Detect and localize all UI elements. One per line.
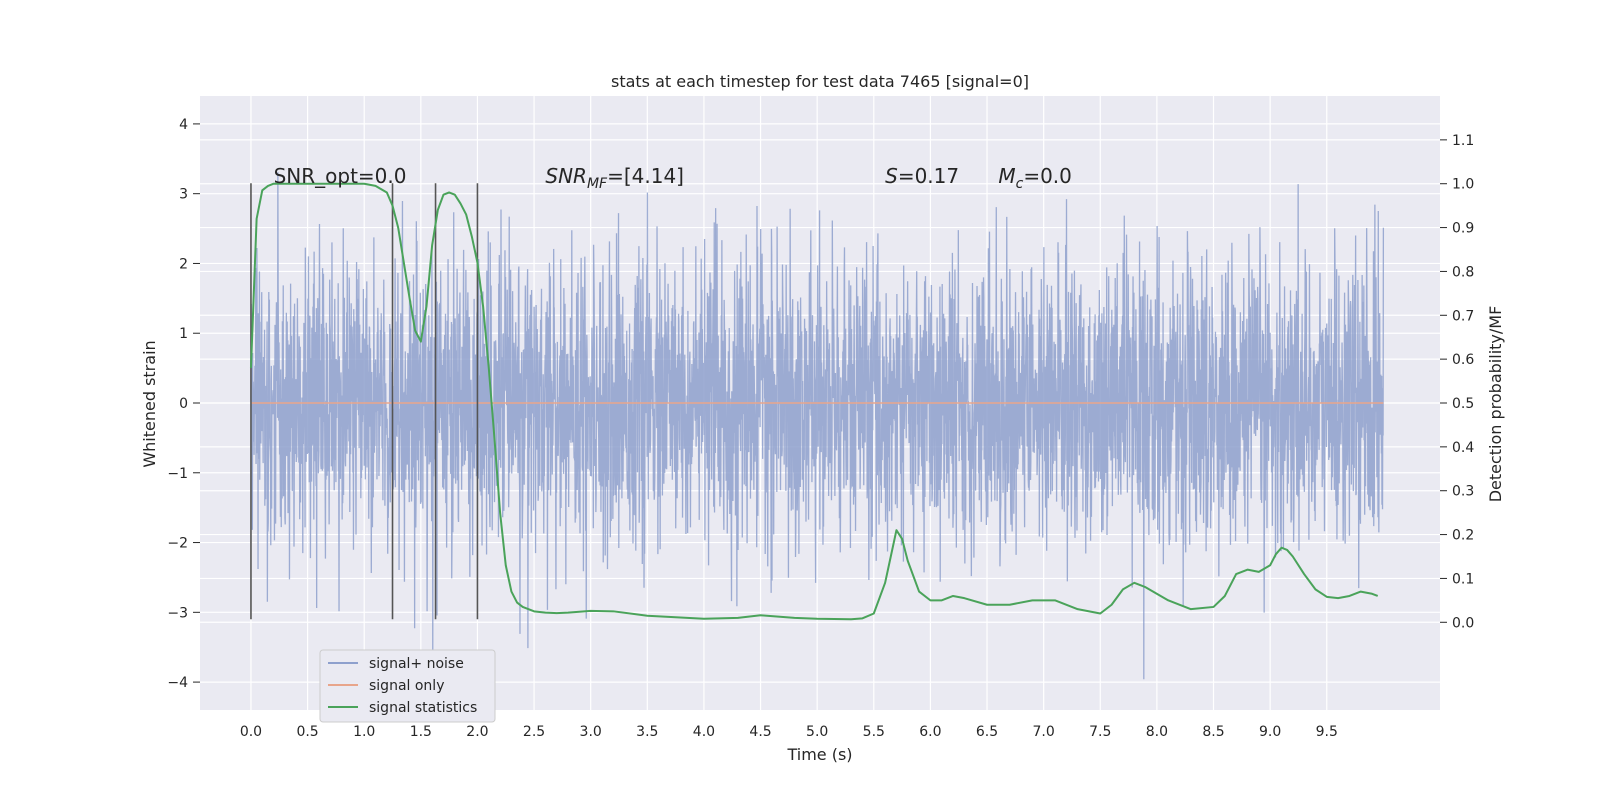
noise-trace xyxy=(250,172,1385,680)
series-signal-statistics xyxy=(249,182,1379,621)
x-tick-label-8: 4.0 xyxy=(693,724,715,740)
x-tick-label-7: 3.5 xyxy=(636,724,658,740)
annotations: SNR_opt=0.0 SNRMF=[4.14] S=0.17 Mc=0.0 xyxy=(274,164,1072,192)
annotation-1: SNRMF=[4.14] xyxy=(545,164,684,192)
y-left-tick-label-1: −3 xyxy=(167,605,188,621)
y-axis-left-ticks: −4 −3 −2 −1 0 1 2 3 4 xyxy=(167,117,200,691)
x-tick-label-1: 0.5 xyxy=(296,724,318,740)
y-right-tick-label-2: 0.2 xyxy=(1452,528,1474,544)
x-tick-label-4: 2.0 xyxy=(466,724,488,740)
x-tick-label-6: 3.0 xyxy=(580,724,602,740)
vertical-markers xyxy=(250,183,479,620)
y-left-tick-label-5: 1 xyxy=(179,326,188,342)
y-left-tick-label-4: 0 xyxy=(179,396,188,412)
x-tick-label-3: 1.5 xyxy=(410,724,432,740)
legend-label-signal-plus-noise: signal+ noise xyxy=(369,656,464,672)
annotation-0: SNR_opt=0.0 xyxy=(274,164,407,188)
y-right-tick-label-5: 0.5 xyxy=(1452,396,1474,412)
y-left-tick-label-3: −1 xyxy=(167,466,188,482)
x-tick-label-15: 7.5 xyxy=(1089,724,1111,740)
y-right-tick-label-9: 0.9 xyxy=(1452,221,1474,237)
y-right-tick-label-11: 1.1 xyxy=(1452,133,1474,149)
y-right-tick-label-8: 0.8 xyxy=(1452,264,1474,280)
series-signal-plus-noise xyxy=(250,172,1385,680)
x-axis-ticks: 0.0 0.5 1.0 1.5 2.0 2.5 3.0 3.5 4.0 4.5 5.0 5.5 6.0 6… xyxy=(240,724,1338,740)
x-tick-label-13: 6.5 xyxy=(976,724,998,740)
y-right-tick-label-1: 0.1 xyxy=(1452,571,1474,587)
x-tick-label-12: 6.0 xyxy=(919,724,941,740)
y-axis-right-ticks: 0.0 0.1 0.2 0.3 0.4 0.5 0.6 0.7 0.8 0.9 1.0 1.1 xyxy=(1440,133,1474,631)
y-left-tick-label-6: 2 xyxy=(179,256,188,272)
x-tick-label-17: 8.5 xyxy=(1202,724,1224,740)
y-right-tick-label-7: 0.7 xyxy=(1452,308,1474,324)
chart-title: stats at each timestep for test data 746… xyxy=(611,72,1029,91)
x-tick-label-19: 9.5 xyxy=(1316,724,1338,740)
y-left-tick-label-0: −4 xyxy=(167,675,188,691)
annotation-2: S=0.17 xyxy=(885,164,959,188)
x-tick-label-9: 4.5 xyxy=(749,724,771,740)
y-right-tick-label-4: 0.4 xyxy=(1452,440,1474,456)
x-axis-label: Time (s) xyxy=(786,745,852,764)
y-right-tick-label-6: 0.6 xyxy=(1452,352,1474,368)
x-tick-label-11: 5.5 xyxy=(863,724,885,740)
x-tick-label-14: 7.0 xyxy=(1033,724,1055,740)
annotation-3: Mc=0.0 xyxy=(998,164,1072,192)
legend-label-signal-statistics: signal statistics xyxy=(369,700,477,716)
y-axis-right-label: Detection probability/MF xyxy=(1486,306,1505,503)
y-right-tick-label-10: 1.0 xyxy=(1452,177,1474,193)
x-tick-label-2: 1.0 xyxy=(353,724,375,740)
x-tick-label-10: 5.0 xyxy=(806,724,828,740)
legend: signal+ noise signal only signal statist… xyxy=(319,649,496,723)
x-tick-label-18: 9.0 xyxy=(1259,724,1281,740)
x-tick-label-16: 8.0 xyxy=(1146,724,1168,740)
signal-statistics-line xyxy=(249,182,1379,621)
y-left-tick-label-7: 3 xyxy=(179,187,188,203)
y-left-tick-label-8: 4 xyxy=(179,117,188,133)
y-right-tick-label-0: 0.0 xyxy=(1452,615,1474,631)
y-left-tick-label-2: −2 xyxy=(167,536,188,552)
y-axis-left-label: Whitened strain xyxy=(140,340,159,467)
y-right-tick-label-3: 0.3 xyxy=(1452,484,1474,500)
legend-label-signal-only: signal only xyxy=(369,678,444,694)
x-tick-label-0: 0.0 xyxy=(240,724,262,740)
x-tick-label-5: 2.5 xyxy=(523,724,545,740)
legend-box xyxy=(319,649,496,723)
